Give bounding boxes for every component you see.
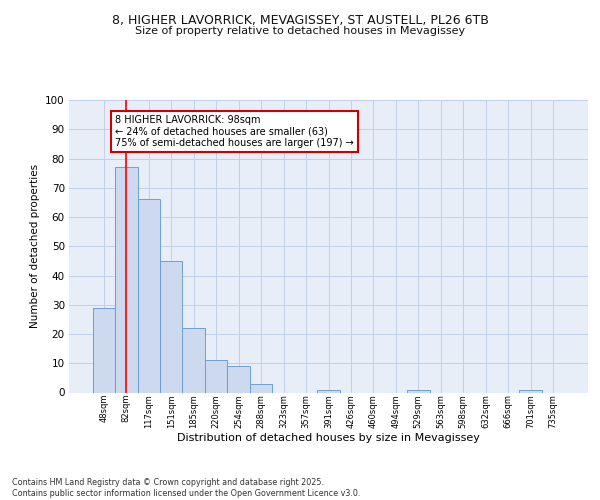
Bar [250,384,272,392]
Bar [407,390,430,392]
Text: 8 HIGHER LAVORRICK: 98sqm
← 24% of detached houses are smaller (63)
75% of semi-: 8 HIGHER LAVORRICK: 98sqm ← 24% of detac… [115,114,354,148]
Bar [205,360,227,392]
Bar [227,366,250,392]
Bar [115,168,137,392]
Bar [520,390,542,392]
Bar [92,308,115,392]
Bar [137,200,160,392]
Text: Size of property relative to detached houses in Mevagissey: Size of property relative to detached ho… [135,26,465,36]
Text: Contains HM Land Registry data © Crown copyright and database right 2025.
Contai: Contains HM Land Registry data © Crown c… [12,478,361,498]
Text: 8, HIGHER LAVORRICK, MEVAGISSEY, ST AUSTELL, PL26 6TB: 8, HIGHER LAVORRICK, MEVAGISSEY, ST AUST… [112,14,488,27]
Bar [160,261,182,392]
X-axis label: Distribution of detached houses by size in Mevagissey: Distribution of detached houses by size … [177,434,480,444]
Bar [182,328,205,392]
Y-axis label: Number of detached properties: Number of detached properties [29,164,40,328]
Bar [317,390,340,392]
